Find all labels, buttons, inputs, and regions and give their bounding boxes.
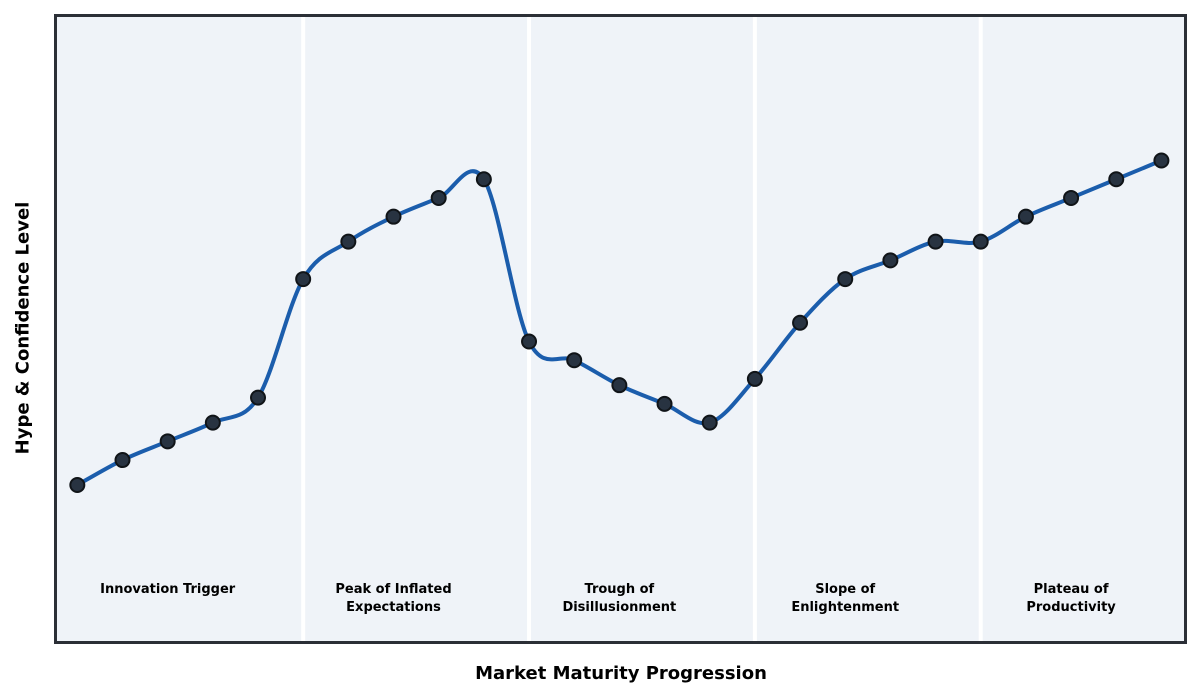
data-point-marker: [1017, 208, 1034, 225]
data-point-marker: [295, 271, 312, 288]
data-point-marker: [69, 477, 86, 493]
data-point-marker: [250, 389, 267, 406]
data-point-marker: [204, 414, 221, 431]
data-point-marker: [882, 252, 899, 269]
data-point-marker: [701, 414, 718, 431]
data-point-markers: [69, 152, 1170, 493]
data-point-marker: [611, 377, 628, 394]
data-point-marker: [340, 233, 357, 250]
plot-background: [57, 17, 1184, 641]
plot-border: [54, 14, 1187, 644]
data-point-marker: [521, 333, 538, 350]
y-axis-title: Hype & Confidence Level: [12, 201, 34, 455]
phase-label-peak-of-inflated-expectations: Peak of Inflated Expectations: [335, 582, 452, 615]
data-point-marker: [430, 189, 447, 206]
data-point-marker: [746, 370, 763, 387]
data-point-marker: [159, 433, 176, 450]
data-point-marker: [1063, 189, 1080, 206]
data-point-marker: [1153, 152, 1170, 169]
phase-label-plateau-of-productivity: Plateau of Productivity: [1026, 582, 1116, 615]
x-axis-title: Market Maturity Progression: [475, 663, 767, 684]
data-point-marker: [566, 352, 583, 369]
data-point-marker: [1108, 171, 1125, 188]
phase-label-innovation-trigger: Innovation Trigger: [100, 582, 236, 597]
hype-curve-line: [75, 158, 1164, 487]
data-point-marker: [837, 271, 854, 288]
data-point-marker: [656, 395, 673, 412]
phase-label-slope-of-enlightenment: Slope of Enlightenment: [791, 582, 900, 615]
data-point-marker: [114, 452, 131, 469]
data-point-marker: [927, 233, 944, 250]
data-point-marker: [792, 314, 809, 331]
data-point-marker: [475, 171, 492, 188]
data-point-marker: [972, 233, 989, 250]
data-point-marker: [385, 208, 402, 225]
phase-dividers: [301, 17, 983, 641]
phase-label-trough-of-disillusionment: Trough of Disillusionment: [562, 582, 677, 615]
